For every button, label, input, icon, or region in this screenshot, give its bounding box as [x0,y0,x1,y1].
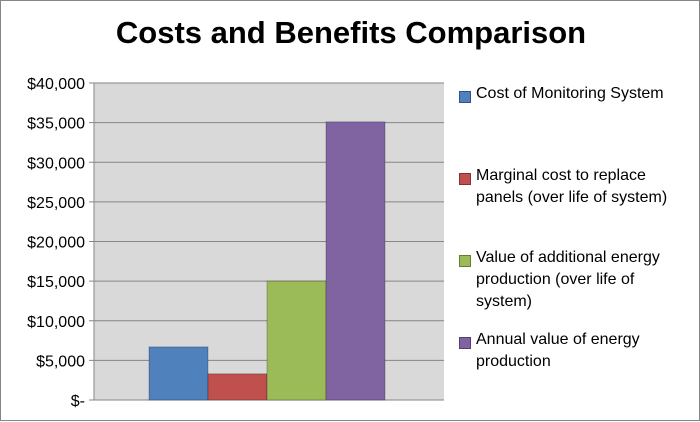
legend-swatch [459,91,471,103]
y-tick-label: $20,000 [27,235,85,252]
y-tick-label: $35,000 [27,116,85,133]
legend-swatch [459,255,471,267]
legend-label: Value of additional energy production (o… [476,249,660,310]
chart-title: Costs and Benefits Comparison [115,15,587,50]
y-tick-label: $15,000 [27,274,85,291]
y-tick-label: $25,000 [27,195,85,212]
y-tick-label: $30,000 [27,155,85,172]
bar-1 [148,346,209,401]
legend-label: Annual value of energy production [476,331,640,370]
y-tick-label: $40,000 [27,76,85,93]
y-tick-label: $10,000 [27,314,85,331]
bar-4 [325,121,386,401]
bar-3 [266,280,327,401]
y-tick-label: $5,000 [36,353,85,370]
y-tick-label: $- [71,393,85,410]
legend-label: Cost of Monitoring System [476,85,664,102]
legend-swatch [459,173,471,185]
bar-2 [207,373,268,401]
legend-swatch [459,337,471,349]
legend-label: Marginal cost to replace panels (over li… [476,167,668,206]
